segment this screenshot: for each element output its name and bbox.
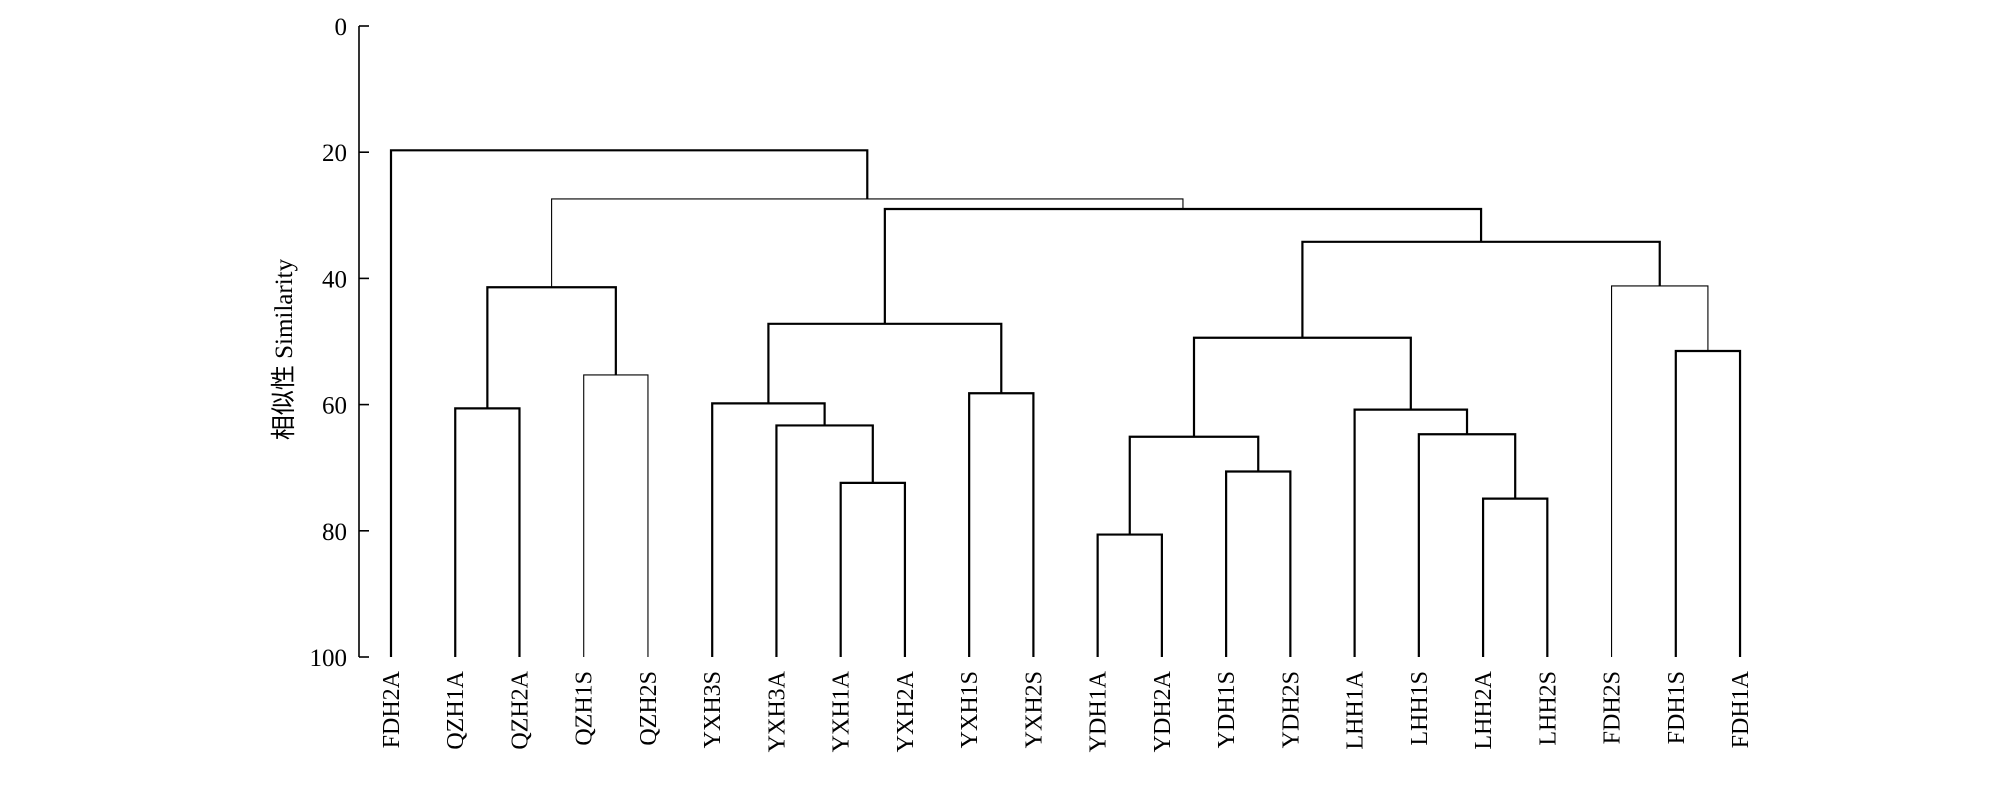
cluster-link xyxy=(583,374,649,657)
cluster-link xyxy=(1481,497,1549,657)
cluster-link xyxy=(1128,435,1260,535)
leaf-label: YXH3S xyxy=(700,671,726,748)
leaf-label: YDH2A xyxy=(1150,670,1176,752)
leaf-label: YXH1S xyxy=(957,671,983,748)
leaf-label: QZH2S xyxy=(636,671,662,746)
leaf-label: YXH2A xyxy=(893,670,919,752)
leaf-label: QZH1S xyxy=(572,671,598,746)
leaf-label: LHH1S xyxy=(1407,671,1433,746)
leaf-label: YDH2S xyxy=(1278,671,1304,748)
leaf-label: LHH2S xyxy=(1535,671,1561,746)
cluster-link xyxy=(775,424,874,657)
leaf-label: QZH1A xyxy=(443,670,469,749)
cluster-link xyxy=(454,407,521,657)
cluster-link xyxy=(1417,433,1517,657)
cluster-link xyxy=(1611,285,1709,657)
leaf-label: YXH2S xyxy=(1021,671,1047,748)
y-axis-title: 相似性 Similarity xyxy=(270,258,298,440)
cluster-link xyxy=(711,402,826,657)
y-tick-label: 20 xyxy=(322,140,347,167)
y-tick-label: 100 xyxy=(310,645,348,672)
leaf-label: YDH1A xyxy=(1086,670,1112,752)
dendrogram-links xyxy=(389,149,1742,657)
cluster-link xyxy=(1225,470,1292,657)
leaf-label: LHH1A xyxy=(1343,670,1369,749)
leaf-label: LHH2A xyxy=(1471,670,1497,749)
cluster-link xyxy=(486,286,617,409)
cluster-link xyxy=(389,149,869,657)
leaf-label: FDH1S xyxy=(1664,671,1690,744)
leaf-label: FDH1A xyxy=(1728,670,1754,748)
cluster-link xyxy=(1192,336,1412,437)
cluster-link xyxy=(839,481,907,657)
cluster-link xyxy=(1301,240,1661,338)
leaf-label: YDH1S xyxy=(1214,671,1240,748)
cluster-link xyxy=(1096,533,1163,657)
y-axis: 0 20 40 60 80 100 xyxy=(310,14,369,672)
cluster-link xyxy=(1353,408,1469,657)
y-tick-label: 0 xyxy=(335,14,348,41)
y-tick-label: 80 xyxy=(322,519,347,546)
y-tick-label: 40 xyxy=(322,266,347,293)
leaf-label: YXH3A xyxy=(764,670,790,752)
leaf-labels: FDH2A QZH1A QZH2A QZH1S QZH2S YXH3S YXH3A YXH1A… xyxy=(379,670,1754,752)
cluster-link xyxy=(968,392,1035,657)
y-tick-label: 60 xyxy=(322,393,347,420)
leaf-label: FDH2S xyxy=(1600,671,1626,744)
leaf-label: YXH1A xyxy=(829,670,855,752)
cluster-link xyxy=(1674,349,1742,657)
leaf-label: QZH2A xyxy=(507,670,533,749)
leaf-label: FDH2A xyxy=(379,670,405,748)
cluster-link xyxy=(883,207,1483,324)
cluster-link xyxy=(551,198,1184,288)
cluster-link xyxy=(767,322,1003,404)
